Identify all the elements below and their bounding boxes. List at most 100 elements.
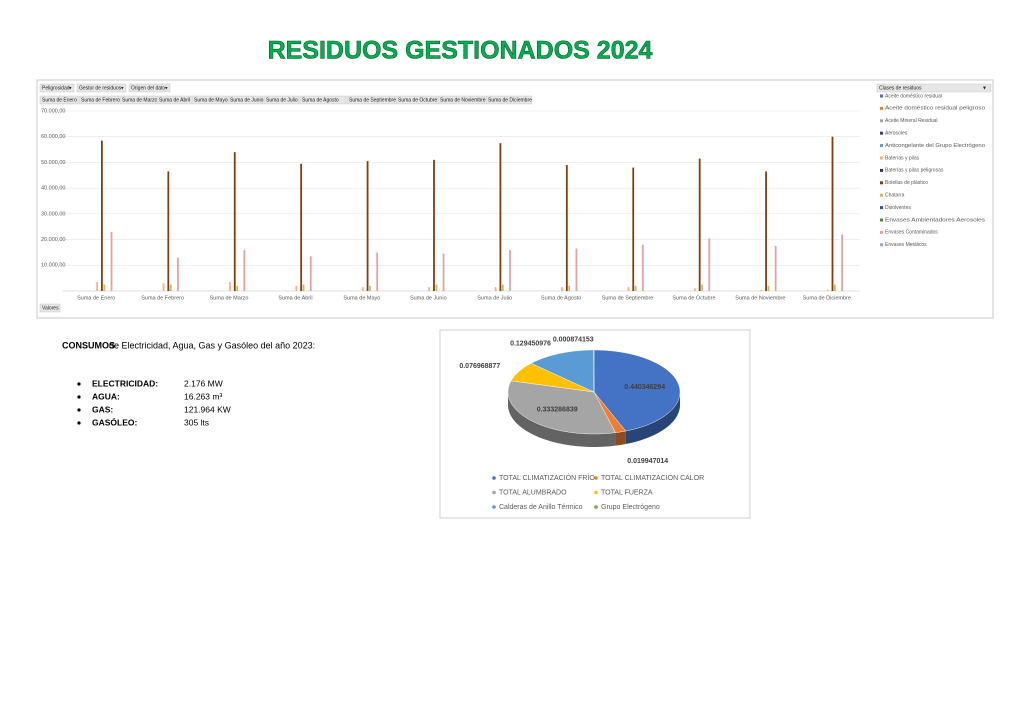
pie-slice-side xyxy=(615,431,626,446)
legend-label: Envases Metálicos xyxy=(885,242,927,248)
bar xyxy=(167,171,170,291)
bar xyxy=(627,287,630,291)
pie-data-label: 0.019947014 xyxy=(627,458,668,465)
y-tick-label: 50.000,00 xyxy=(41,160,65,166)
field-button[interactable] xyxy=(263,95,300,105)
pie-slice xyxy=(507,380,616,435)
consumption-intro: de Electricidad, Agua, Gas y Gasóleo del… xyxy=(109,340,315,350)
legend-label: Chatarra xyxy=(885,193,905,199)
field-label: Suma de Septiembre xyxy=(349,98,396,104)
pie-slice-side xyxy=(508,392,616,447)
bar xyxy=(177,257,179,291)
x-tick-label: Suma de Junio xyxy=(410,295,447,301)
bar xyxy=(295,285,298,291)
pie-slice xyxy=(593,349,681,432)
pie-slice-side xyxy=(625,392,680,445)
legend-label: Calderas de Anillo Térmico xyxy=(499,504,583,511)
legend-swatch xyxy=(880,181,883,185)
legend-label: Envases Contaminados xyxy=(885,230,938,236)
bar xyxy=(110,231,113,291)
field-button[interactable] xyxy=(227,95,264,105)
bar xyxy=(302,284,305,291)
bar xyxy=(641,244,644,291)
field-button[interactable] xyxy=(395,95,438,105)
legend-label: Envases Ambientadores Aerosoles xyxy=(885,217,986,223)
field-button[interactable] xyxy=(39,95,79,105)
y-tick-label: 10.000,00 xyxy=(41,263,65,269)
field-button[interactable] xyxy=(78,95,120,105)
field-label: Suma de Abril xyxy=(159,98,190,104)
filter-button[interactable] xyxy=(76,83,127,93)
legend-swatch xyxy=(880,218,883,222)
field-label: Suma de Noviembre xyxy=(440,98,486,104)
legend-label: Aceite doméstico residual xyxy=(885,93,942,99)
filter-button[interactable] xyxy=(39,83,75,93)
item-value: 121.964 KW xyxy=(184,404,231,414)
filter-label: Gestor de residuos xyxy=(79,86,122,92)
bar xyxy=(841,234,843,291)
filter-arrow: ▾ xyxy=(165,86,168,92)
bar xyxy=(767,285,770,291)
values-button[interactable] xyxy=(39,303,61,313)
bar xyxy=(433,159,435,291)
legend-label: Baterías y pilas peligrosas xyxy=(885,168,944,174)
field-button[interactable] xyxy=(346,95,396,105)
bullet xyxy=(77,395,81,399)
field-label: Suma de Enero xyxy=(42,98,77,104)
field-button[interactable] xyxy=(485,95,533,105)
field-label: Suma de Marzo xyxy=(122,98,158,104)
field-button[interactable] xyxy=(299,95,347,105)
filter-arrow: ▾ xyxy=(121,86,124,92)
bar xyxy=(236,285,239,291)
bar xyxy=(568,285,571,291)
bar xyxy=(494,287,497,291)
legend-swatch xyxy=(880,243,883,247)
bar xyxy=(233,152,236,291)
bar xyxy=(169,284,172,291)
legend-title: Clases de residuos xyxy=(879,86,922,92)
legend-marker xyxy=(492,505,496,509)
pie-data-label: 0.000874153 xyxy=(553,336,594,343)
legend-header[interactable] xyxy=(876,83,992,93)
x-tick-label: Suma de Noviembre xyxy=(735,295,785,301)
bar xyxy=(831,136,834,291)
field-button[interactable] xyxy=(156,95,192,105)
legend-marker xyxy=(594,505,598,509)
item-label: GAS: xyxy=(92,404,113,414)
field-label: Suma de Junio xyxy=(230,98,264,104)
bar xyxy=(632,167,635,291)
bar xyxy=(698,158,701,291)
legend-label: Disolventes xyxy=(885,205,911,211)
item-label: ELECTRICIDAD: xyxy=(92,378,158,388)
x-tick-label: Suma de Septiembre xyxy=(602,295,654,301)
pie-data-label: 0.333286839 xyxy=(537,407,578,414)
bar xyxy=(634,285,637,291)
legend-swatch xyxy=(880,193,883,197)
bar xyxy=(435,284,438,291)
legend-swatch xyxy=(880,206,883,210)
x-tick-label: Suma de Julio xyxy=(477,295,512,301)
pie-slice xyxy=(530,349,595,393)
bar xyxy=(243,249,246,291)
legend-label: TOTAL CLIMATIZACIÓN CALOR xyxy=(601,473,704,482)
legend-swatch xyxy=(880,144,883,148)
x-tick-label: Suma de Mayo xyxy=(343,295,380,301)
bar xyxy=(708,238,711,291)
pie-slice xyxy=(510,363,595,393)
x-tick-label: Suma de Octubre xyxy=(672,295,715,301)
bar xyxy=(376,252,379,291)
x-tick-label: Suma de Diciembre xyxy=(803,295,851,301)
bar xyxy=(369,285,371,291)
field-button[interactable] xyxy=(191,95,228,105)
filter-button[interactable] xyxy=(128,83,171,93)
filter-arrow: ▾ xyxy=(69,86,72,92)
pivot-chart-frame xyxy=(36,79,994,319)
y-tick-label: 20.000,00 xyxy=(41,237,65,243)
field-label: Suma de Julio xyxy=(266,98,298,104)
x-tick-label: Suma de Enero xyxy=(77,295,115,301)
legend-label: Aceite doméstico residual peligroso xyxy=(885,106,985,112)
legend-filter-icon: ▼ xyxy=(982,86,987,92)
field-button[interactable] xyxy=(437,95,486,105)
field-button[interactable] xyxy=(119,95,157,105)
bar xyxy=(701,284,703,291)
